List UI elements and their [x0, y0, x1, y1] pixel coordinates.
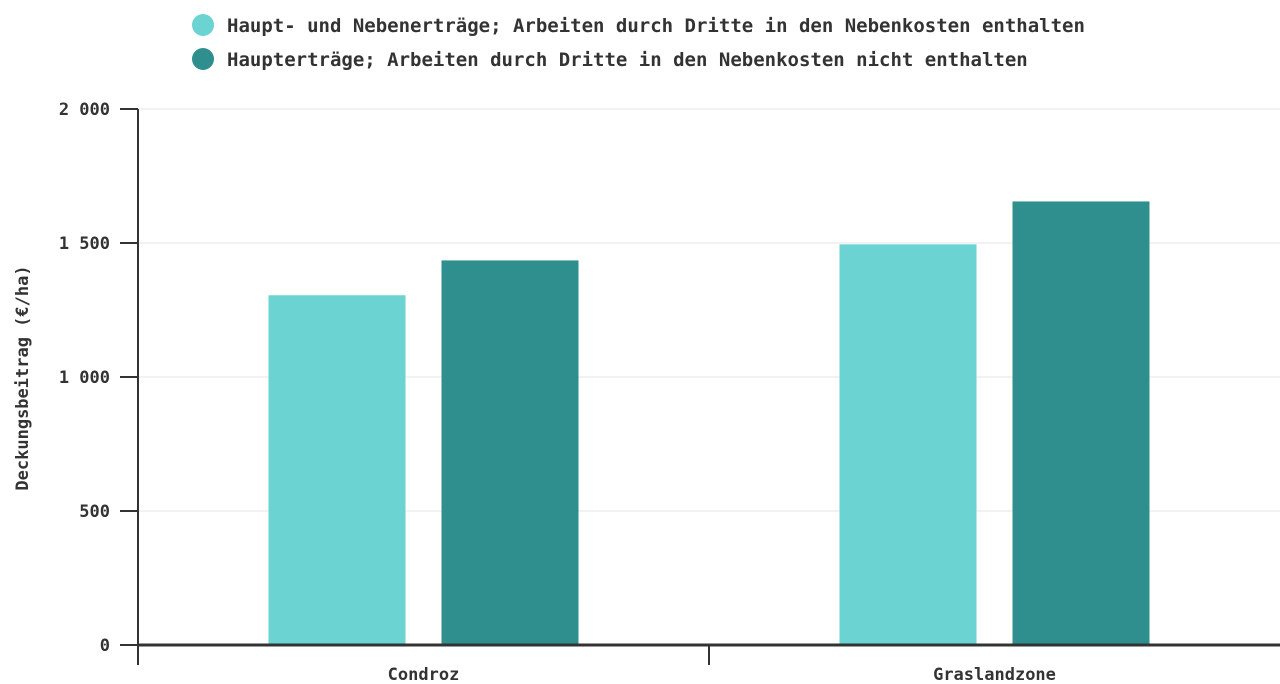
legend-swatch-1	[192, 48, 214, 70]
legend: Haupt- und Nebenerträge; Arbeiten durch …	[192, 14, 1085, 71]
bar-condroz-series-0	[268, 295, 406, 645]
x-category-label: Graslandzone	[933, 665, 1056, 684]
bars	[268, 201, 1150, 645]
bar-condroz-series-1	[441, 260, 579, 645]
legend-label-0: Haupt- und Nebenerträge; Arbeiten durch …	[227, 15, 1085, 37]
legend-swatch-0	[192, 14, 214, 36]
y-tick-label: 1 500	[59, 234, 110, 254]
y-tick-label: 1 000	[59, 368, 110, 388]
x-category-labels: Condroz Graslandzone	[137, 645, 1056, 684]
y-axis-title: Deckungsbeitrag (€/ha)	[13, 265, 33, 490]
bar-graslandzone-series-1	[1012, 201, 1150, 645]
y-tick-label: 0	[100, 636, 110, 656]
legend-label-1: Haupterträge; Arbeiten durch Dritte in d…	[227, 49, 1028, 71]
y-tick-label: 2 000	[59, 100, 110, 120]
bar-graslandzone-series-0	[839, 244, 977, 645]
y-tick-label: 500	[79, 502, 110, 522]
y-tick-labels: 0 500 1 000 1 500 2 000	[59, 100, 138, 656]
x-category-label: Condroz	[388, 665, 460, 684]
